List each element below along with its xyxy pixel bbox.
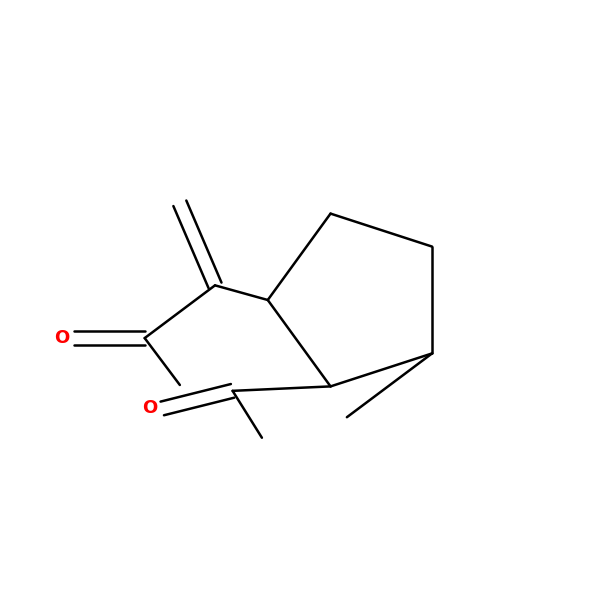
Text: O: O [142,400,157,418]
Text: O: O [54,329,69,347]
